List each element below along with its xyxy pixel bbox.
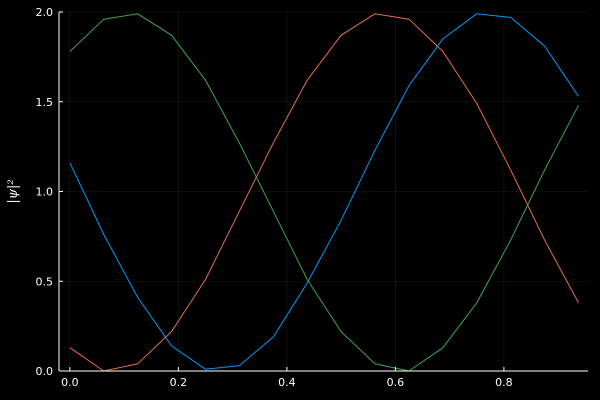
series-line-2 bbox=[69, 13, 579, 372]
series-line-1 bbox=[69, 13, 579, 370]
series-group bbox=[69, 13, 579, 372]
y-tick-label: 0.5 bbox=[36, 275, 54, 288]
y-tick-label: 0.0 bbox=[36, 365, 54, 378]
x-tick-label: 0.0 bbox=[61, 376, 79, 389]
y-tick-label: 1.5 bbox=[36, 96, 54, 109]
tick-labels: 0.0 0.2 0.4 0.6 0.8 0.0 0.5 1.0 1.5 2.0 bbox=[36, 6, 513, 389]
x-tick-label: 0.4 bbox=[278, 376, 296, 389]
x-tick-label: 0.8 bbox=[495, 376, 513, 389]
grid bbox=[59, 11, 588, 372]
y-axis-label: |ψ|² bbox=[6, 179, 21, 203]
x-tick-label: 0.6 bbox=[387, 376, 405, 389]
axes bbox=[58, 11, 588, 372]
series-line-3 bbox=[69, 13, 579, 372]
y-tick-label: 2.0 bbox=[36, 6, 54, 19]
y-tick-label: 1.0 bbox=[36, 186, 54, 199]
x-tick-label: 0.2 bbox=[170, 376, 188, 389]
